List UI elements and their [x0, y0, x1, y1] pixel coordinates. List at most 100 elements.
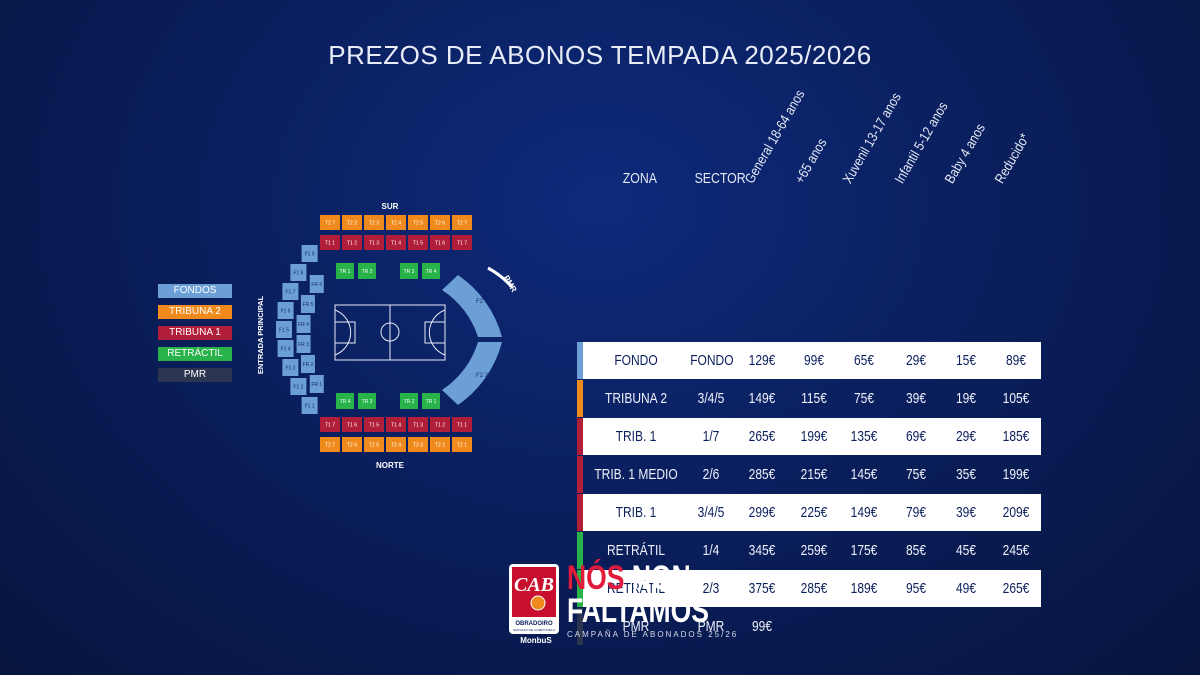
seat-tribuna1-label: T1 3	[369, 241, 379, 247]
seat-fondo	[290, 264, 307, 281]
row-price: 85€	[905, 542, 927, 559]
seat-tribuna2	[364, 437, 384, 452]
club-logo: CAB OBRADOIRO SANTIAGO DE COMPOSTELA Mon…	[509, 564, 559, 645]
seat-tribuna2	[430, 215, 450, 230]
row-sector: 3/4/5	[697, 390, 725, 407]
row-sector: 1/4	[702, 542, 720, 559]
seat-tribuna1-label: T1 5	[369, 423, 379, 429]
seat-retractil-label: TR 2	[362, 269, 373, 275]
row-price: 15€	[955, 352, 977, 369]
pmr-arc	[487, 266, 514, 289]
slogan-non: NON	[631, 559, 691, 597]
legend-fondos: FONDOS	[158, 284, 232, 298]
row-price: 245€	[1002, 542, 1030, 559]
seat-tribuna2	[320, 215, 340, 230]
seat-retractil	[358, 263, 376, 279]
slogan: NÓS NON FALTAMOS CAMPAÑA DE ABONADOS 25/…	[567, 559, 749, 639]
f2-label-2: F2 2	[476, 373, 489, 379]
seat-fondo	[277, 340, 294, 357]
row-price: 299€	[748, 504, 776, 521]
row-price: 29€	[955, 428, 977, 445]
header-reducido: Reducido*	[991, 130, 1033, 186]
seat-tribuna2	[364, 215, 384, 230]
row-price: 345€	[748, 542, 776, 559]
seat-tribuna2-label: T2 4	[391, 443, 401, 449]
seat-tribuna1	[364, 235, 384, 250]
row-color-bar	[577, 380, 583, 417]
map-label-sur: SUR	[382, 202, 399, 211]
slogan-faltamos: FALTAMOS	[567, 592, 709, 630]
seat-fondo	[282, 359, 299, 376]
row-price: 115€	[801, 390, 827, 407]
seat-fondo-label: F1 4	[281, 347, 291, 353]
row-price: 105€	[1002, 390, 1030, 407]
seat-tribuna2-label: T2 4	[391, 221, 401, 227]
seat-fondo-label: F1 6	[281, 309, 291, 315]
row-sector: FONDO	[690, 352, 734, 369]
row-zona: TRIBUNA 2	[604, 390, 668, 407]
row-price: 89€	[1005, 352, 1027, 369]
seat-tribuna2-label: T2 5	[369, 443, 379, 449]
seat-tribuna2	[386, 437, 406, 452]
row-zona: RETRÁTIL CENTRAL	[606, 580, 665, 634]
seat-tribuna2-label: T2 3	[413, 443, 423, 449]
seat-tribuna2-label: T2 7	[325, 443, 335, 449]
row-price: 149€	[850, 504, 878, 521]
seat-tribuna2	[342, 215, 362, 230]
seat-fondo-label: F1 3	[285, 366, 295, 372]
row-price: 189€	[850, 580, 878, 597]
header-zona: ZONA	[622, 170, 657, 187]
row-price: 265€	[748, 428, 776, 445]
seat-tribuna2-label: T2 1	[457, 443, 467, 449]
seat-tribuna1	[452, 417, 472, 432]
seat-tribuna1-label: T1 2	[347, 241, 357, 247]
header-sector: SECTOR	[694, 170, 746, 187]
row-color-bar	[577, 570, 583, 607]
row-price: 199€	[800, 428, 828, 445]
row-price	[794, 608, 834, 645]
seat-fondo-retractil-label: FR 5	[303, 302, 314, 308]
row-price: 39€	[955, 504, 977, 521]
page-title: PREZOS DE ABONOS TEMPADA 2025/2026	[328, 40, 872, 70]
row-zona: TRIB. 1 CENTRAL	[607, 504, 664, 558]
seat-fondo-retractil-label: FR 4	[298, 322, 309, 328]
seat-tribuna2-label: T2 7	[325, 221, 335, 227]
seat-tribuna2	[408, 215, 428, 230]
row-zona: TRIB. 1 MEDIO	[594, 466, 678, 483]
seat-tribuna1	[320, 417, 340, 432]
seat-tribuna1-label: T1 1	[457, 423, 467, 429]
legend-tribuna1: TRIBUNA 1	[158, 326, 232, 340]
seat-fondo-retractil	[309, 375, 324, 393]
header-infantil: Infantil 5-12 anos	[891, 98, 951, 186]
row-zona: TRIB. 1 LATERAL	[609, 428, 663, 482]
table-row: PMR PMR 99€	[577, 608, 1041, 645]
seat-tribuna2-label: T2 6	[347, 443, 357, 449]
seat-retractil	[400, 393, 418, 409]
slogan-nos: NÓS	[567, 559, 625, 597]
seat-fondo	[276, 321, 292, 338]
row-price: 129€	[748, 352, 776, 369]
row-sector: 2/6	[702, 466, 720, 483]
seat-retractil	[422, 393, 440, 409]
slogan-campaign: CAMPAÑA DE ABONADOS 25/26	[567, 630, 739, 639]
header-65: +65 anos	[791, 135, 830, 186]
seat-tribuna1	[342, 235, 362, 250]
row-price: 265€	[1002, 580, 1030, 597]
seat-retractil	[422, 263, 440, 279]
seat-fondo-retractil-label: FR 2	[303, 362, 314, 368]
row-price: 95€	[905, 580, 927, 597]
header-baby: Baby 4 anos	[941, 120, 989, 186]
row-price: 285€	[748, 466, 776, 483]
table-row: RETRÁTIL CENTRAL 2/3 375€ 285€ 189€ 95€ 49€ 265…	[577, 570, 1041, 634]
seat-retractil-label: TR 4	[340, 399, 351, 405]
seat-tribuna1	[430, 235, 450, 250]
seat-tribuna1	[386, 235, 406, 250]
row-price: 99€	[803, 352, 825, 369]
row-price: 375€	[748, 580, 776, 597]
f2-label-1: F2 1	[476, 299, 489, 305]
row-sector: 1/7	[702, 428, 720, 445]
seat-tribuna1	[320, 235, 340, 250]
row-color-bar	[577, 418, 583, 455]
seat-retractil	[336, 393, 354, 409]
seat-tribuna2	[430, 437, 450, 452]
